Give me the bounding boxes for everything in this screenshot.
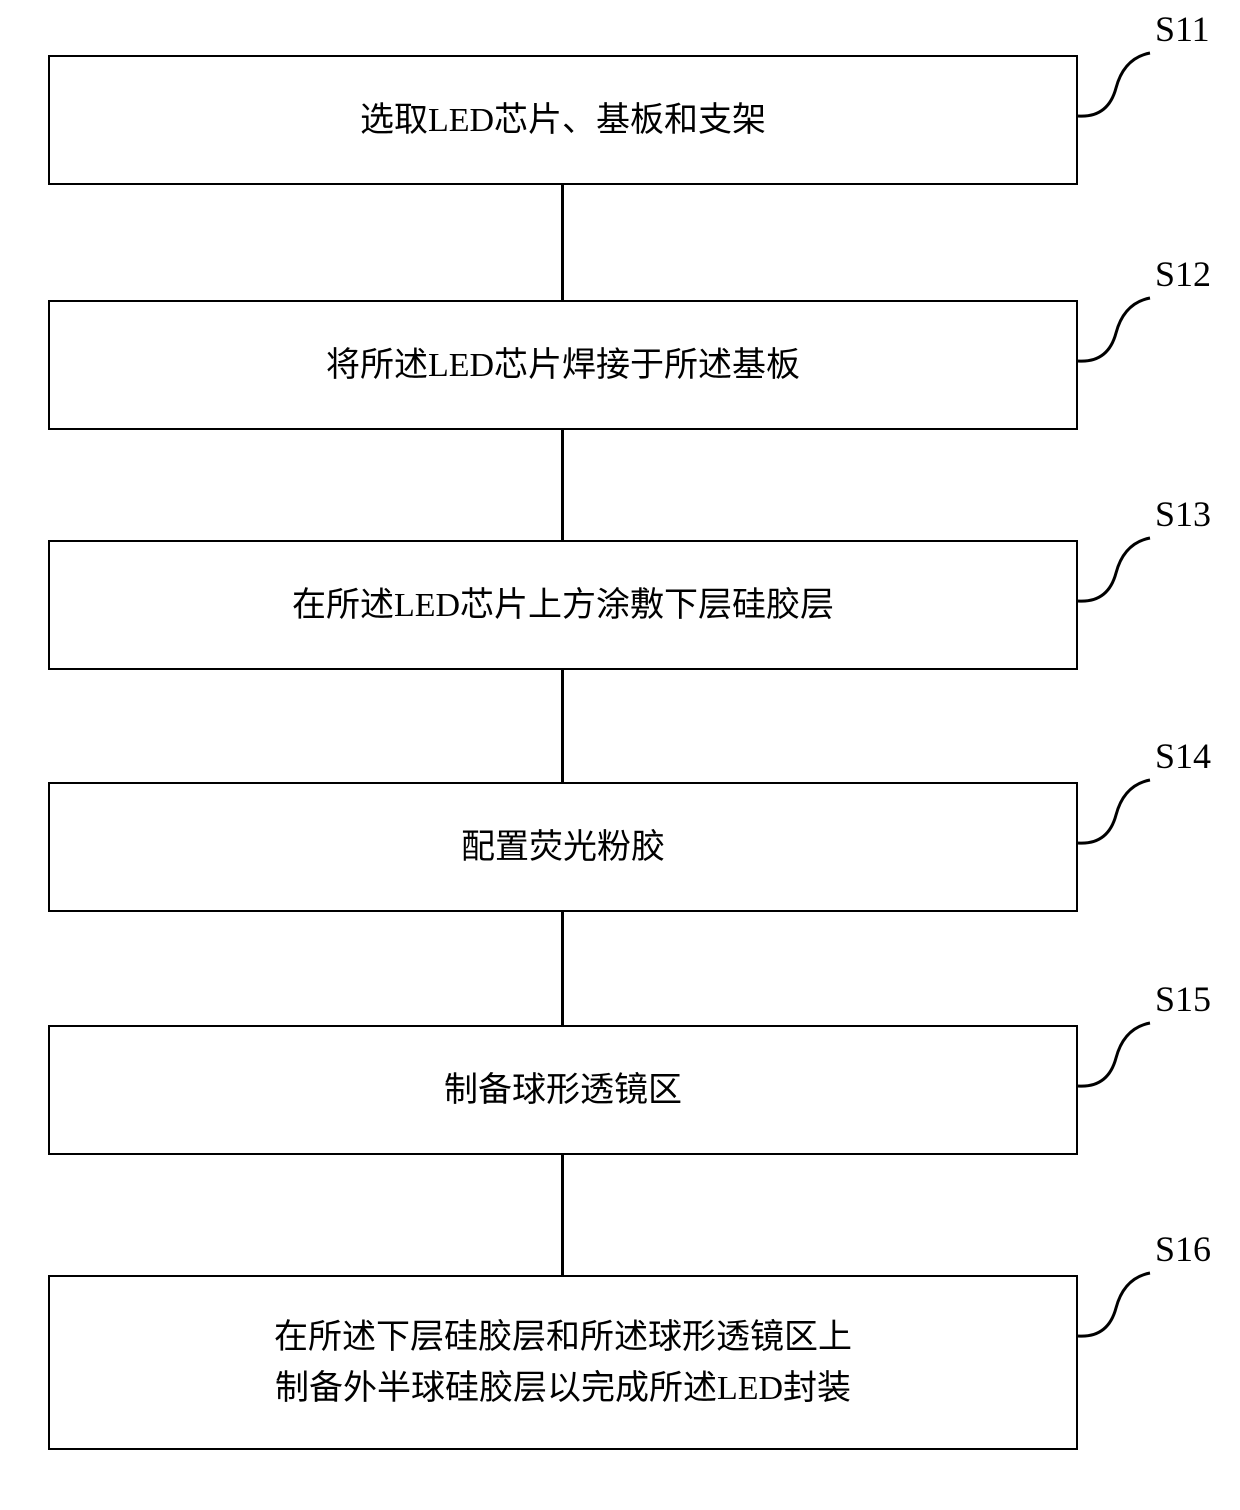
label-curve-icon <box>1078 775 1158 855</box>
label-curve-icon <box>1078 48 1158 128</box>
flowchart-connector <box>561 430 564 540</box>
flowchart-connector <box>561 670 564 782</box>
flowchart-step: 配置荧光粉胶 <box>48 782 1078 912</box>
step-text: 配置荧光粉胶 <box>461 822 665 873</box>
label-curve-icon <box>1078 1018 1158 1098</box>
label-curve-icon <box>1078 1268 1158 1348</box>
step-text: 在所述下层硅胶层和所述球形透镜区上 制备外半球硅胶层以完成所述LED封装 <box>274 1312 852 1414</box>
step-label: S15 <box>1155 978 1211 1020</box>
label-curve-icon <box>1078 293 1158 373</box>
label-curve-icon <box>1078 533 1158 613</box>
step-label: S11 <box>1155 8 1210 50</box>
flowchart-container: 选取LED芯片、基板和支架 将所述LED芯片焊接于所述基板 在所述LED芯片上方… <box>0 0 1240 1510</box>
flowchart-step: 将所述LED芯片焊接于所述基板 <box>48 300 1078 430</box>
step-text: 在所述LED芯片上方涂敷下层硅胶层 <box>292 580 834 631</box>
step-text: 制备球形透镜区 <box>444 1065 682 1116</box>
flowchart-connector <box>561 1155 564 1275</box>
step-label: S13 <box>1155 493 1211 535</box>
step-text: 将所述LED芯片焊接于所述基板 <box>326 340 800 391</box>
step-label: S12 <box>1155 253 1211 295</box>
flowchart-step: 选取LED芯片、基板和支架 <box>48 55 1078 185</box>
flowchart-connector <box>561 185 564 300</box>
step-label: S16 <box>1155 1228 1211 1270</box>
flowchart-step: 制备球形透镜区 <box>48 1025 1078 1155</box>
step-label: S14 <box>1155 735 1211 777</box>
step-text: 选取LED芯片、基板和支架 <box>360 95 766 146</box>
flowchart-connector <box>561 912 564 1025</box>
flowchart-step: 在所述下层硅胶层和所述球形透镜区上 制备外半球硅胶层以完成所述LED封装 <box>48 1275 1078 1450</box>
flowchart-step: 在所述LED芯片上方涂敷下层硅胶层 <box>48 540 1078 670</box>
